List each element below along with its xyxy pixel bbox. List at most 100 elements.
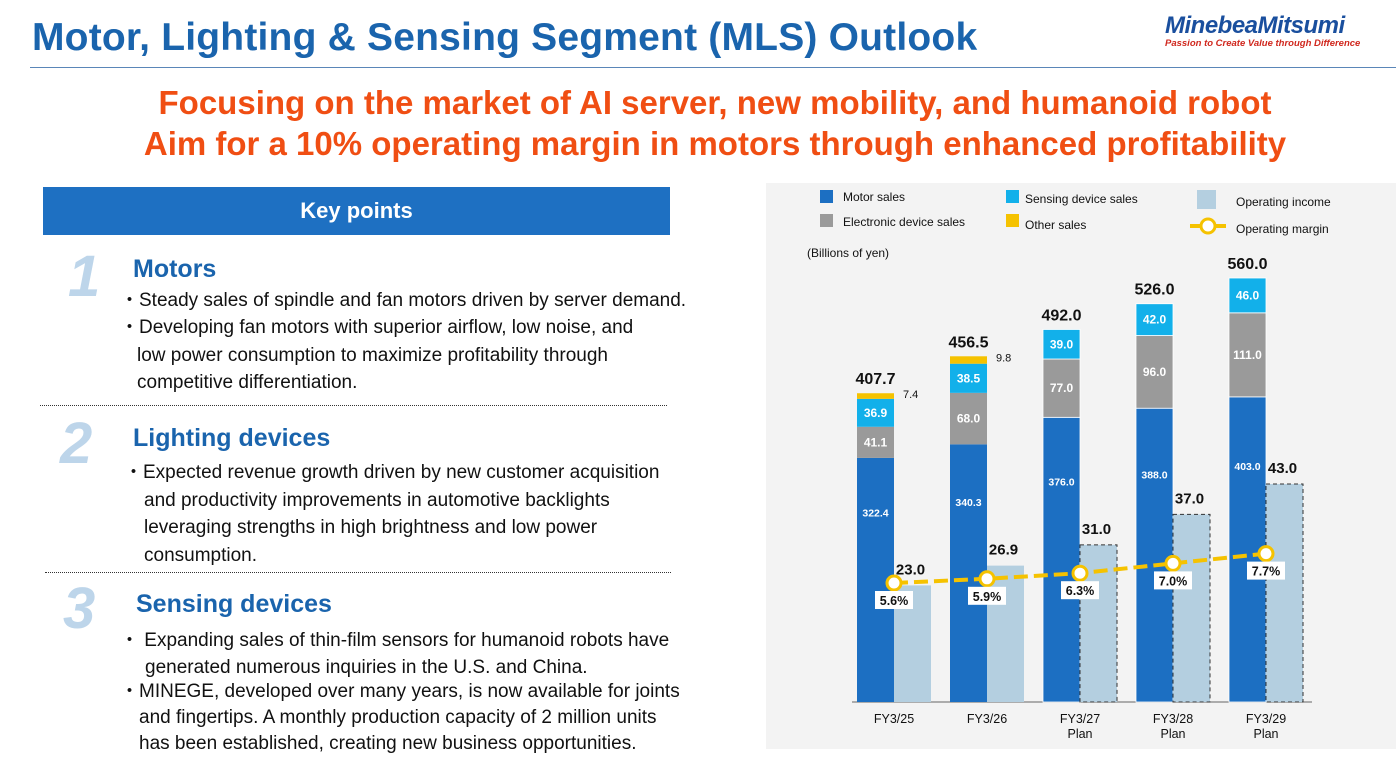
headline-line-1: Focusing on the market of AI server, new… <box>158 84 1272 121</box>
bar-other-sales <box>950 356 987 364</box>
legend-swatch-electronic-device-sales <box>820 214 833 227</box>
legend-swatch-operating-income <box>1197 190 1216 209</box>
legend-label-motor-sales: Motor sales <box>843 190 906 204</box>
total-sales-label: 407.7 <box>855 371 895 388</box>
operating-margin-label-box <box>1247 561 1285 580</box>
bar-electronic-device-sales <box>950 392 987 445</box>
bar-value-label: 340.3 <box>955 497 981 509</box>
bar-value-label: 388.0 <box>1141 470 1167 482</box>
operating-margin-label: 7.7% <box>1252 565 1281 579</box>
x-tick-label: Plan <box>1253 727 1278 741</box>
section-divider <box>40 405 667 406</box>
x-tick-label: FY3/26 <box>967 712 1007 726</box>
logo-wordmark: MinebeaMitsumi <box>1165 12 1345 39</box>
section-number-3: 3 <box>63 576 96 641</box>
motors-bullet-2: ・Developing fan motors with superior air… <box>120 317 634 338</box>
bar-sensing-device-sales <box>1135 303 1174 336</box>
chart-unit-label: (Billions of yen) <box>807 246 890 260</box>
operating-margin-label: 5.9% <box>973 590 1002 604</box>
bar-value-label: 77.0 <box>1050 381 1074 395</box>
bar-sensing-device-sales <box>950 363 987 393</box>
motors-bullet-2-cont-1: low power consumption to maximize profit… <box>137 345 608 366</box>
x-tick-label: FY3/29 <box>1246 712 1286 726</box>
company-logo: MinebeaMitsumi Passion to Create Value t… <box>1165 12 1390 49</box>
bar-value-label: 38.5 <box>957 371 981 385</box>
logo-tagline: Passion to Create Value through Differen… <box>1165 38 1361 49</box>
total-sales-label: 560.0 <box>1227 256 1267 273</box>
headline-line-2: Aim for a 10% operating margin in motors… <box>143 125 1287 162</box>
operating-margin-label-box <box>1061 581 1099 600</box>
bar-value-label: 41.1 <box>864 435 888 449</box>
bar-value-label: 111.0 <box>1233 348 1262 362</box>
operating-margin-point <box>1257 545 1275 563</box>
title-underline <box>30 67 1396 68</box>
legend-swatch-sensing-device-sales <box>1006 190 1019 203</box>
operating-margin-label-box <box>1154 571 1192 590</box>
section-number-1: 1 <box>68 244 101 309</box>
total-sales-label: 456.5 <box>948 334 988 351</box>
operating-income-label: 31.0 <box>1082 521 1111 538</box>
bar-electronic-device-sales <box>1135 335 1174 409</box>
operating-income-label: 37.0 <box>1175 490 1204 507</box>
total-sales-label: 526.0 <box>1134 282 1174 299</box>
operating-income-label: 23.0 <box>896 561 925 578</box>
bar-operating-income <box>987 565 1024 702</box>
x-tick-label: FY3/25 <box>874 712 914 726</box>
lighting-bullet-1: ・Expected revenue growth driven by new c… <box>124 462 660 483</box>
bar-value-label-other-sales: 7.4 <box>903 389 918 401</box>
bar-value-label: 68.0 <box>957 412 981 426</box>
bar-value-label: 39.0 <box>1050 337 1074 351</box>
key-points-header: Key points <box>43 187 670 235</box>
legend-swatch-operating-margin <box>1190 217 1226 235</box>
sensing-bullet-1: ・ Expanding sales of thin-film sensors f… <box>120 630 670 651</box>
operating-margin-point <box>1071 564 1089 582</box>
bar-operating-income <box>1172 513 1211 703</box>
sensing-bullet-2: ・MINEGE, developed over many years, is n… <box>120 681 680 702</box>
bar-value-label: 42.0 <box>1143 313 1167 327</box>
legend-swatch-motor-sales <box>820 190 833 203</box>
operating-margin-label-box <box>875 591 913 609</box>
lighting-bullet-1-cont-3: consumption. <box>144 545 258 566</box>
operating-margin-point <box>885 574 903 592</box>
legend-label-other-sales: Other sales <box>1025 218 1087 232</box>
bar-value-label: 36.9 <box>864 406 888 420</box>
bar-value-label: 403.0 <box>1234 461 1260 473</box>
operating-income-label: 43.0 <box>1268 460 1297 477</box>
bar-electronic-device-sales <box>1042 358 1081 418</box>
sensing-bullet-2-cont-1: and fingertips. A monthly production cap… <box>139 707 657 728</box>
x-tick-label: Plan <box>1160 727 1185 741</box>
lighting-bullet-1-cont-1: and productivity improvements in automot… <box>144 490 610 511</box>
page-title: Motor, Lighting & Sensing Segment (MLS) … <box>32 16 978 59</box>
operating-income-label: 26.9 <box>989 542 1018 559</box>
section-number-2: 2 <box>60 411 93 476</box>
bar-motor-sales <box>1135 407 1174 703</box>
legend-label-electronic-device-sales: Electronic device sales <box>843 215 966 229</box>
bar-value-label: 46.0 <box>1236 288 1260 302</box>
operating-margin-label: 6.3% <box>1066 584 1095 598</box>
bar-sensing-device-sales <box>1228 277 1267 314</box>
bar-value-label: 376.0 <box>1048 477 1074 489</box>
section-divider <box>45 572 671 573</box>
sensing-bullet-1-cont: generated numerous inquiries in the U.S.… <box>145 657 588 678</box>
section-title-sensing: Sensing devices <box>136 590 332 618</box>
bar-electronic-device-sales <box>1228 312 1267 398</box>
x-tick-label: FY3/28 <box>1153 712 1193 726</box>
legend-label-operating-income: Operating income <box>1236 195 1331 209</box>
x-tick-label: FY3/27 <box>1060 712 1100 726</box>
operating-margin-point <box>1164 554 1182 572</box>
motors-bullet-2-cont-2: competitive differentiation. <box>137 372 358 393</box>
legend-swatch-other-sales <box>1006 214 1019 227</box>
total-sales-label: 492.0 <box>1041 307 1081 324</box>
bar-operating-income <box>1265 483 1304 703</box>
bar-electronic-device-sales <box>857 426 894 458</box>
section-title-lighting: Lighting devices <box>133 424 331 452</box>
bar-other-sales <box>857 393 894 399</box>
legend-label-sensing-device-sales: Sensing device sales <box>1025 192 1138 206</box>
bar-sensing-device-sales <box>1042 329 1081 360</box>
section-title-motors: Motors <box>133 255 217 283</box>
motors-bullet-1: ・Steady sales of spindle and fan motors … <box>120 290 687 311</box>
operating-margin-label: 7.0% <box>1159 574 1188 588</box>
operating-margin-point <box>978 570 996 588</box>
lighting-bullet-1-cont-2: leveraging strengths in high brightness … <box>144 517 598 538</box>
legend-label-operating-margin: Operating margin <box>1236 222 1329 236</box>
